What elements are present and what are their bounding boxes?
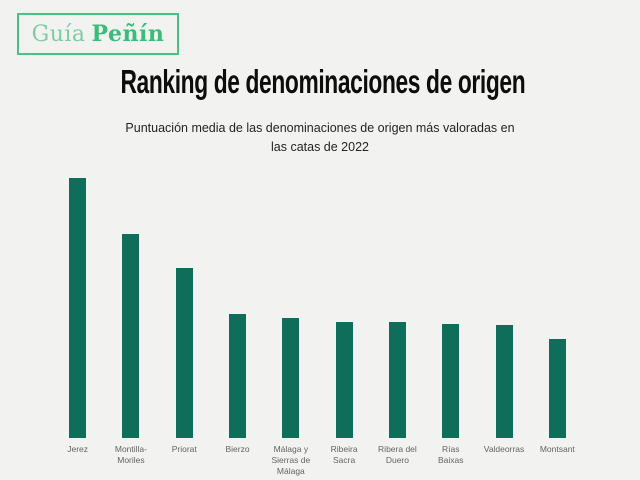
- bar-col-bierzo: [211, 314, 264, 438]
- category-label-ribeira-sacra: Ribeira Sacra: [330, 444, 358, 465]
- category-label-malaga-y-sierras-de-malaga: Málaga y Sierras de Málaga: [271, 444, 311, 476]
- category-label-priorat: Priorat: [171, 444, 197, 454]
- bar-col-malaga-y-sierras-de-malaga: [264, 318, 317, 438]
- category-label-valdeorras: Valdeorras: [483, 444, 525, 454]
- category-label-ribera-del-duero: Ribera del Duero: [378, 444, 417, 465]
- bar-ribeira-sacra: [335, 322, 353, 438]
- chart-subtitle: Puntuación media de las denominaciones d…: [125, 121, 515, 154]
- bar-col-montilla-moriles: [104, 234, 157, 438]
- bar-col-jerez: [51, 178, 104, 438]
- bar-rias-baixas: [442, 324, 460, 438]
- bar-montilla-moriles: [122, 234, 140, 438]
- guia-penin-logo: Guía Peñín: [17, 13, 179, 55]
- bar-chart: [51, 177, 584, 438]
- chart-title: Ranking de denominaciones de origen: [0, 63, 640, 103]
- bar-col-ribera-del-duero: [371, 322, 424, 438]
- bar-bierzo: [229, 314, 247, 438]
- bar-col-ribeira-sacra: [317, 322, 370, 438]
- bar-col-montsant: [531, 339, 584, 438]
- bar-malaga-y-sierras-de-malaga: [282, 318, 300, 438]
- bar-ribera-del-duero: [388, 322, 406, 438]
- bar-priorat: [175, 268, 193, 438]
- category-labels: Jerez Montilla- Moriles Priorat Bierzo Málag…: [51, 444, 584, 477]
- category-label-rias-baixas: Rías Baixas: [437, 444, 464, 465]
- bar-col-priorat: [158, 268, 211, 438]
- category-label-montsant: Montsant: [539, 444, 575, 454]
- category-label-montilla-moriles: Montilla- Moriles: [114, 444, 147, 465]
- category-label-jerez: Jerez: [67, 444, 89, 454]
- bar-jerez: [69, 178, 87, 438]
- logo-text-guia: Guía: [31, 21, 86, 47]
- bar-valdeorras: [495, 325, 513, 438]
- bar-montsant: [548, 339, 566, 438]
- logo-text-penin: Peñín: [91, 21, 165, 47]
- bar-col-valdeorras: [477, 325, 530, 438]
- bar-col-rias-baixas: [424, 324, 477, 438]
- chart-title-text: Ranking de denominaciones de origen: [120, 64, 525, 101]
- category-label-bierzo: Bierzo: [225, 444, 250, 454]
